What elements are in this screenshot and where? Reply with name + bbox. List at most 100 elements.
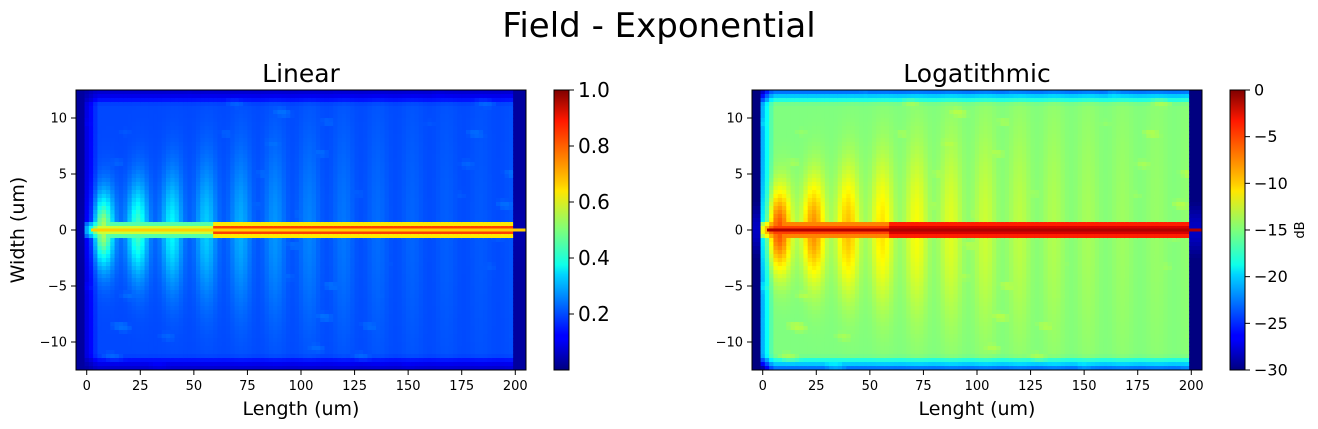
heatmap-cell — [131, 190, 137, 195]
heatmap-cell — [328, 238, 334, 243]
heatmap-cell — [363, 254, 369, 259]
heatmap-cell — [127, 230, 133, 235]
heatmap-cell — [101, 322, 107, 327]
heatmap-cell — [183, 358, 189, 363]
heatmap-cell — [226, 106, 231, 111]
heatmap-cell — [217, 306, 223, 311]
heatmap-cell — [144, 110, 150, 115]
heatmap-cell — [136, 310, 141, 315]
heatmap-cell — [367, 282, 373, 287]
heatmap-cell — [106, 322, 111, 327]
heatmap-cell — [191, 286, 197, 291]
heatmap-cell — [341, 102, 347, 107]
heatmap-cell — [136, 138, 141, 143]
heatmap-cell — [316, 118, 321, 123]
heatmap-cell — [213, 186, 219, 191]
heatmap-cell — [123, 206, 129, 211]
heatmap-cell — [320, 110, 326, 115]
heatmap-cell — [204, 366, 210, 370]
heatmap-cell — [273, 318, 279, 323]
heatmap-cell — [234, 330, 240, 335]
heatmap-cell — [290, 270, 296, 275]
heatmap-cell — [123, 346, 129, 351]
heatmap-cell — [243, 206, 249, 211]
heatmap-cell — [88, 170, 94, 175]
heatmap-cell — [268, 238, 274, 243]
heatmap-cell — [221, 142, 227, 147]
heatmap-cell — [264, 230, 270, 235]
heatmap-cell — [84, 286, 90, 291]
heatmap-cell — [123, 118, 129, 123]
heatmap-cell — [221, 198, 227, 203]
heatmap-cell — [337, 306, 343, 311]
heatmap-cell — [311, 174, 317, 179]
heatmap-cell — [320, 194, 326, 199]
heatmap-cell — [328, 338, 334, 343]
heatmap-cell — [354, 306, 360, 311]
heatmap-cell — [93, 310, 99, 315]
heatmap-cell — [174, 298, 180, 303]
heatmap-cell — [136, 358, 141, 363]
heatmap-cell — [183, 154, 189, 159]
heatmap-cell — [131, 358, 137, 363]
heatmap-cell — [260, 162, 266, 167]
heatmap-cell — [311, 310, 317, 315]
heatmap-cell — [101, 118, 107, 123]
heatmap-cell — [76, 150, 81, 155]
heatmap-cell — [166, 106, 171, 111]
heatmap-cell — [264, 234, 270, 239]
heatmap-cell — [166, 350, 171, 355]
heatmap-cell — [183, 170, 189, 175]
heatmap-cell — [148, 146, 154, 151]
heatmap-cell — [178, 358, 184, 363]
heatmap-cell — [286, 206, 291, 211]
heatmap-cell — [251, 234, 257, 239]
heatmap-cell — [118, 354, 124, 359]
heatmap-cell — [217, 182, 223, 187]
heatmap-cell — [290, 186, 296, 191]
heatmap-cell — [307, 258, 313, 263]
heatmap-cell — [88, 150, 94, 155]
heatmap-cell — [106, 306, 111, 311]
heatmap-cell — [187, 310, 193, 315]
heatmap-cell — [187, 222, 193, 227]
heatmap-cell — [294, 226, 300, 231]
heatmap-cell — [341, 126, 347, 131]
heatmap-cell — [281, 322, 287, 327]
heatmap-cell — [88, 90, 94, 95]
heatmap-cell — [354, 270, 360, 275]
heatmap-cell — [221, 206, 227, 211]
heatmap-cell — [333, 186, 339, 191]
heatmap-cell — [273, 358, 279, 363]
heatmap-cell — [88, 110, 94, 115]
heatmap-cell — [221, 122, 227, 127]
heatmap-cell — [281, 306, 287, 311]
heatmap-cell — [136, 338, 141, 343]
heatmap-cell — [333, 198, 339, 203]
heatmap-cell — [243, 314, 249, 319]
heatmap-cell — [200, 338, 206, 343]
heatmap-cell — [311, 134, 317, 139]
heatmap-cell — [273, 242, 279, 247]
heatmap-cell — [97, 198, 103, 203]
heatmap-cell — [367, 230, 373, 235]
heatmap-cell — [320, 166, 326, 171]
heatmap-cell — [238, 362, 244, 367]
heatmap-cell — [376, 302, 381, 307]
heatmap-cell — [346, 366, 351, 370]
heatmap-cell — [251, 182, 257, 187]
heatmap-cell — [354, 218, 360, 223]
heatmap-cell — [268, 106, 274, 111]
heatmap-cell — [256, 190, 261, 195]
heatmap-cell — [337, 358, 343, 363]
heatmap-cell — [213, 346, 219, 351]
heatmap-cell — [204, 362, 210, 367]
heatmap-cell — [363, 294, 369, 299]
heatmap-cell — [264, 214, 270, 219]
heatmap-cell — [303, 250, 309, 255]
heatmap-cell — [161, 222, 167, 227]
heatmap-cell — [286, 166, 291, 171]
heatmap-cell — [110, 150, 116, 155]
heatmap-cell — [303, 318, 309, 323]
heatmap-cell — [183, 102, 189, 107]
